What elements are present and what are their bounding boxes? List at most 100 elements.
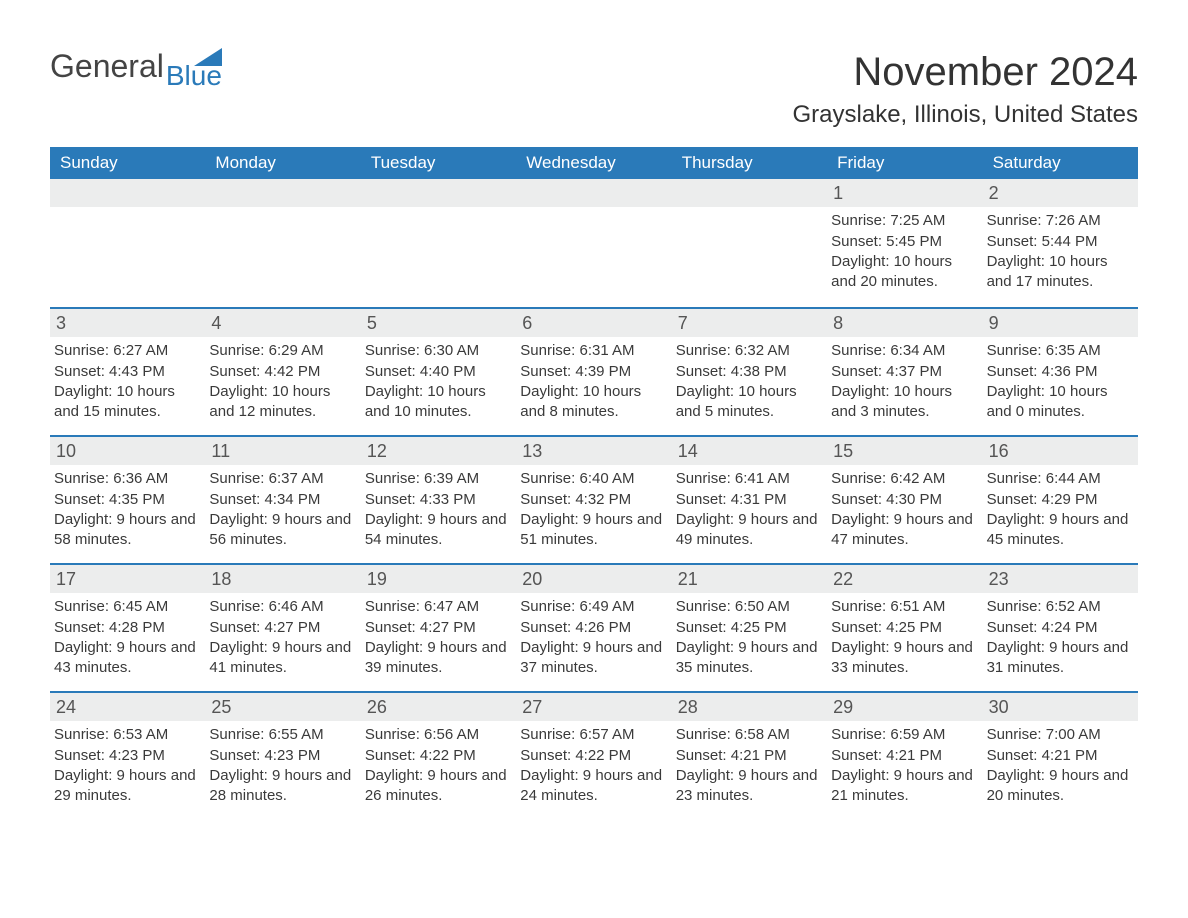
cell-content: Sunrise: 6:44 AMSunset: 4:29 PMDaylight:…	[983, 469, 1130, 550]
cell-content: Sunrise: 6:39 AMSunset: 4:33 PMDaylight:…	[361, 469, 508, 550]
cell-content: Sunrise: 6:34 AMSunset: 4:37 PMDaylight:…	[827, 341, 974, 422]
calendar-cell	[672, 179, 827, 307]
sunrise-line: Sunrise: 6:36 AM	[54, 469, 197, 489]
weekday-header: Saturday	[983, 147, 1138, 179]
cell-content: Sunrise: 6:46 AMSunset: 4:27 PMDaylight:…	[205, 597, 352, 678]
cell-content: Sunrise: 6:58 AMSunset: 4:21 PMDaylight:…	[672, 725, 819, 806]
cell-content: Sunrise: 6:55 AMSunset: 4:23 PMDaylight:…	[205, 725, 352, 806]
sunset-line: Sunset: 4:26 PM	[520, 618, 663, 638]
sunset-line: Sunset: 4:31 PM	[676, 490, 819, 510]
sunrise-line: Sunrise: 6:56 AM	[365, 725, 508, 745]
cell-content: Sunrise: 6:37 AMSunset: 4:34 PMDaylight:…	[205, 469, 352, 550]
daylight-line: Daylight: 9 hours and 28 minutes.	[209, 766, 352, 807]
day-number-bar	[205, 179, 360, 207]
cell-content: Sunrise: 6:30 AMSunset: 4:40 PMDaylight:…	[361, 341, 508, 422]
daylight-line: Daylight: 10 hours and 5 minutes.	[676, 382, 819, 423]
day-number-bar: 8	[827, 309, 982, 337]
day-number-bar: 11	[205, 437, 360, 465]
sunset-line: Sunset: 4:28 PM	[54, 618, 197, 638]
sunrise-line: Sunrise: 6:32 AM	[676, 341, 819, 361]
sunset-line: Sunset: 4:30 PM	[831, 490, 974, 510]
sunset-line: Sunset: 5:45 PM	[831, 232, 974, 252]
sunset-line: Sunset: 4:23 PM	[54, 746, 197, 766]
calendar-cell: 14Sunrise: 6:41 AMSunset: 4:31 PMDayligh…	[672, 435, 827, 563]
weekday-header: Tuesday	[361, 147, 516, 179]
calendar-cell: 3Sunrise: 6:27 AMSunset: 4:43 PMDaylight…	[50, 307, 205, 435]
day-number-bar: 12	[361, 437, 516, 465]
calendar-cell	[205, 179, 360, 307]
sunrise-line: Sunrise: 6:50 AM	[676, 597, 819, 617]
day-number-bar: 6	[516, 309, 671, 337]
calendar-cell: 11 Sunrise: 6:37 AMSunset: 4:34 PMDayligh…	[205, 435, 360, 563]
cell-content: Sunrise: 6:42 AMSunset: 4:30 PMDaylight:…	[827, 469, 974, 550]
daylight-line: Daylight: 9 hours and 29 minutes.	[54, 766, 197, 807]
calendar-cell: 6Sunrise: 6:31 AMSunset: 4:39 PMDaylight…	[516, 307, 671, 435]
cell-content: Sunrise: 6:32 AMSunset: 4:38 PMDaylight:…	[672, 341, 819, 422]
sunset-line: Sunset: 4:21 PM	[987, 746, 1130, 766]
calendar-cell: 16Sunrise: 6:44 AMSunset: 4:29 PMDayligh…	[983, 435, 1138, 563]
sunset-line: Sunset: 4:43 PM	[54, 362, 197, 382]
day-number-bar: 28	[672, 693, 827, 721]
cell-content: Sunrise: 6:45 AMSunset: 4:28 PMDaylight:…	[50, 597, 197, 678]
daylight-line: Daylight: 10 hours and 17 minutes.	[987, 252, 1130, 293]
sunrise-line: Sunrise: 6:39 AM	[365, 469, 508, 489]
sunrise-line: Sunrise: 6:41 AM	[676, 469, 819, 489]
sunrise-line: Sunrise: 6:29 AM	[209, 341, 352, 361]
sunrise-line: Sunrise: 6:45 AM	[54, 597, 197, 617]
daylight-line: Daylight: 9 hours and 20 minutes.	[987, 766, 1130, 807]
location-subtitle: Grayslake, Illinois, United States	[793, 101, 1138, 129]
calendar-cell: 20Sunrise: 6:49 AMSunset: 4:26 PMDayligh…	[516, 563, 671, 691]
daylight-line: Daylight: 9 hours and 37 minutes.	[520, 638, 663, 679]
weekday-header: Monday	[205, 147, 360, 179]
sunrise-line: Sunrise: 6:53 AM	[54, 725, 197, 745]
logo-text-general: General	[50, 48, 164, 84]
sunrise-line: Sunrise: 6:31 AM	[520, 341, 663, 361]
sunrise-line: Sunrise: 7:25 AM	[831, 211, 974, 231]
cell-content: Sunrise: 7:00 AMSunset: 4:21 PMDaylight:…	[983, 725, 1130, 806]
day-number-bar: 26	[361, 693, 516, 721]
sunset-line: Sunset: 4:22 PM	[365, 746, 508, 766]
cell-content: Sunrise: 6:40 AMSunset: 4:32 PMDaylight:…	[516, 469, 663, 550]
sunset-line: Sunset: 4:21 PM	[676, 746, 819, 766]
sunrise-line: Sunrise: 6:57 AM	[520, 725, 663, 745]
day-number-bar	[672, 179, 827, 207]
day-number-bar: 22	[827, 565, 982, 593]
calendar-grid: SundayMondayTuesdayWednesdayThursdayFrid…	[50, 147, 1138, 819]
sunset-line: Sunset: 4:22 PM	[520, 746, 663, 766]
sunrise-line: Sunrise: 6:46 AM	[209, 597, 352, 617]
sunset-line: Sunset: 4:25 PM	[831, 618, 974, 638]
sunrise-line: Sunrise: 6:37 AM	[209, 469, 352, 489]
sunrise-line: Sunrise: 6:59 AM	[831, 725, 974, 745]
sunset-line: Sunset: 4:29 PM	[987, 490, 1130, 510]
sunset-line: Sunset: 4:32 PM	[520, 490, 663, 510]
daylight-line: Daylight: 9 hours and 54 minutes.	[365, 510, 508, 551]
daylight-line: Daylight: 9 hours and 45 minutes.	[987, 510, 1130, 551]
day-number-bar: 21	[672, 565, 827, 593]
day-number-bar: 23	[983, 565, 1138, 593]
day-number-bar: 14	[672, 437, 827, 465]
day-number-bar: 30	[983, 693, 1138, 721]
calendar-cell: 28 Sunrise: 6:58 AMSunset: 4:21 PMDayligh…	[672, 691, 827, 819]
calendar-cell: 29Sunrise: 6:59 AMSunset: 4:21 PMDayligh…	[827, 691, 982, 819]
calendar-cell: 17Sunrise: 6:45 AMSunset: 4:28 PMDayligh…	[50, 563, 205, 691]
daylight-line: Daylight: 10 hours and 15 minutes.	[54, 382, 197, 423]
cell-content: Sunrise: 7:26 AMSunset: 5:44 PMDaylight:…	[983, 211, 1130, 292]
logo: General Blue	[50, 50, 222, 90]
sunrise-line: Sunrise: 6:40 AM	[520, 469, 663, 489]
sunrise-line: Sunrise: 6:42 AM	[831, 469, 974, 489]
sunrise-line: Sunrise: 6:35 AM	[987, 341, 1130, 361]
day-number-bar: 20	[516, 565, 671, 593]
day-number-bar: 4	[205, 309, 360, 337]
day-number-bar: 18	[205, 565, 360, 593]
daylight-line: Daylight: 10 hours and 10 minutes.	[365, 382, 508, 423]
cell-content: Sunrise: 6:57 AMSunset: 4:22 PMDaylight:…	[516, 725, 663, 806]
day-number-bar: 15	[827, 437, 982, 465]
daylight-line: Daylight: 9 hours and 26 minutes.	[365, 766, 508, 807]
sunrise-line: Sunrise: 6:58 AM	[676, 725, 819, 745]
calendar-cell: 21Sunrise: 6:50 AMSunset: 4:25 PMDayligh…	[672, 563, 827, 691]
daylight-line: Daylight: 9 hours and 21 minutes.	[831, 766, 974, 807]
daylight-line: Daylight: 9 hours and 31 minutes.	[987, 638, 1130, 679]
calendar-cell: 23 Sunrise: 6:52 AMSunset: 4:24 PMDayligh…	[983, 563, 1138, 691]
cell-content: Sunrise: 6:52 AMSunset: 4:24 PMDaylight:…	[983, 597, 1130, 678]
calendar-cell: 5Sunrise: 6:30 AMSunset: 4:40 PMDaylight…	[361, 307, 516, 435]
